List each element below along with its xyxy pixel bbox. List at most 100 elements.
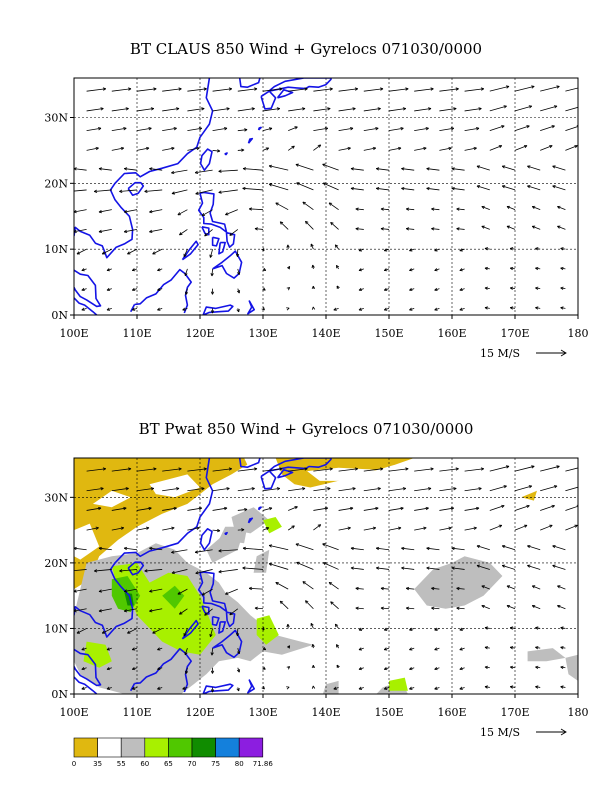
wind-vector xyxy=(456,227,465,231)
wind-vector xyxy=(388,526,402,531)
colorbar-swatch xyxy=(73,737,98,758)
wind-vector xyxy=(286,623,290,629)
coastline xyxy=(257,126,262,131)
wind-vector xyxy=(86,526,99,531)
wind-vector xyxy=(262,507,273,511)
wind-vector xyxy=(358,287,364,292)
lat-label: 10N xyxy=(44,622,68,635)
wind-vector xyxy=(305,600,314,610)
wind-vector xyxy=(106,268,112,272)
wind-vector xyxy=(565,87,578,92)
wind-vector xyxy=(242,167,264,171)
wind-vector xyxy=(459,686,465,690)
wind-vector xyxy=(336,264,340,270)
wind-vector xyxy=(268,183,289,191)
wind-vector xyxy=(540,485,558,492)
wind-vector xyxy=(434,666,440,671)
wind-vector xyxy=(489,504,505,511)
wind-vector xyxy=(535,646,541,650)
wind-vector xyxy=(489,105,507,112)
wind-vector xyxy=(242,186,264,191)
wind-vector xyxy=(98,608,112,613)
wind-vector xyxy=(236,308,240,313)
coastline xyxy=(197,191,228,233)
wind-vector xyxy=(439,87,459,92)
wind-vector xyxy=(187,487,205,492)
wind-vector xyxy=(286,287,291,291)
wind-vector xyxy=(334,244,339,250)
wind-vector xyxy=(383,666,390,671)
lon-label: 110E xyxy=(122,706,151,719)
wind-vector xyxy=(286,266,291,270)
wind-vector xyxy=(540,504,555,511)
wind-vector xyxy=(451,546,465,551)
wind-vector xyxy=(535,665,541,670)
wind-vector xyxy=(295,543,314,551)
wind-vector xyxy=(162,467,182,472)
coastline xyxy=(74,297,98,315)
shaded-region xyxy=(162,585,185,609)
coastline xyxy=(127,181,145,196)
wind-vector xyxy=(157,647,163,651)
wind-vector xyxy=(459,666,465,671)
vector-key-label: 15 M/S xyxy=(480,726,520,739)
wind-vector xyxy=(210,308,215,314)
colorbar-swatch xyxy=(238,737,264,758)
wind-vector xyxy=(401,546,415,551)
wind-vector xyxy=(136,467,157,472)
wind-vector xyxy=(363,146,377,151)
wind-vector xyxy=(514,105,533,112)
wind-vector xyxy=(149,229,163,233)
lon-label: 120E xyxy=(185,327,214,340)
wind-vector xyxy=(157,287,163,292)
wind-vector xyxy=(262,647,267,651)
wind-vector xyxy=(509,685,516,689)
map-panel-bottom: 0N 10N 20N 30N 100E 110E 120E 130E 140E 150E 160E 1… xyxy=(44,457,589,739)
wind-vector xyxy=(557,225,566,230)
wind-vector xyxy=(464,467,485,472)
wind-vector xyxy=(383,686,390,690)
wind-vector xyxy=(439,506,455,511)
wind-vector xyxy=(86,127,102,132)
wind-vector xyxy=(210,667,215,674)
wind-vector xyxy=(540,145,553,151)
colorbar-level: 80 xyxy=(235,760,244,768)
wind-vector xyxy=(514,465,535,472)
coastline xyxy=(225,231,236,248)
wind-vector xyxy=(552,564,566,570)
wind-vector xyxy=(194,549,213,554)
wind-vector xyxy=(363,107,381,112)
wind-vector xyxy=(136,127,152,132)
wind-vector xyxy=(409,686,415,690)
wind-vector xyxy=(194,169,213,175)
shaded-region xyxy=(565,654,578,681)
wind-vector xyxy=(338,487,356,492)
colorbar-level: 75 xyxy=(211,760,220,768)
lon-label: 120E xyxy=(185,706,214,719)
wind-vector xyxy=(565,145,578,151)
wind-vector xyxy=(375,566,390,570)
wind-vector xyxy=(212,107,230,112)
wind-vector xyxy=(152,248,163,255)
colorbar-level: 55 xyxy=(117,760,126,768)
wind-vector xyxy=(514,145,528,151)
wind-vector xyxy=(560,306,566,310)
wind-vector xyxy=(237,107,255,112)
wind-vector xyxy=(98,209,112,214)
lat-label: 0N xyxy=(51,309,68,322)
wind-vector xyxy=(184,667,189,674)
wind-vector xyxy=(268,164,289,171)
wind-vector xyxy=(237,528,245,532)
wind-vector xyxy=(489,125,505,132)
coastline xyxy=(201,226,210,236)
wind-vector xyxy=(279,221,289,230)
wind-vector xyxy=(514,485,533,492)
wind-vector xyxy=(261,627,265,631)
wind-vector xyxy=(149,546,163,551)
wind-vector xyxy=(74,569,87,571)
wind-vector xyxy=(560,685,566,689)
wind-vector xyxy=(229,229,239,236)
wind-vector xyxy=(363,127,379,132)
wind-vector xyxy=(183,249,188,258)
shaded-region xyxy=(414,556,503,609)
